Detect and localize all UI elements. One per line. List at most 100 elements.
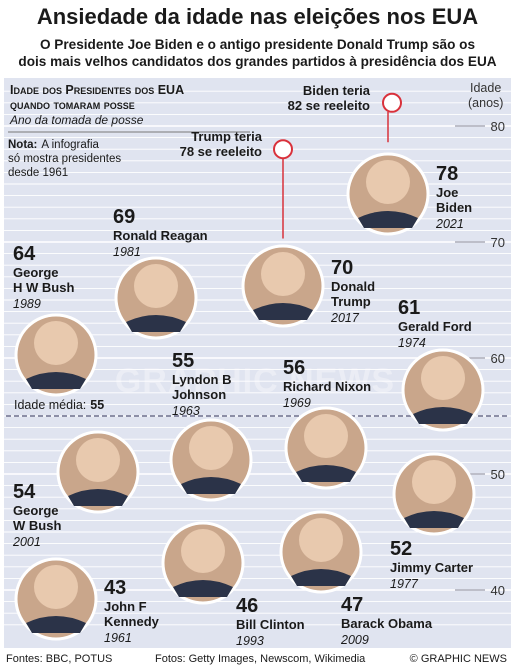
president-year: 1969 — [283, 396, 311, 410]
footer-sources: Fontes: BBC, POTUS — [6, 653, 113, 665]
portrait-face — [181, 529, 225, 573]
portrait-face — [34, 321, 78, 365]
portrait-face — [261, 252, 305, 296]
age-chart: 40 50 60 70 80 GRAPHIC NEWS Idade dos Presid… — [4, 78, 511, 648]
hypothetical-marker — [273, 139, 293, 160]
president-age: 52 — [390, 538, 412, 560]
note-line-1: Nota: A infografia — [8, 139, 100, 151]
president-year: 1993 — [236, 634, 264, 648]
president-year: 2017 — [330, 311, 360, 325]
president-year: 1963 — [172, 404, 200, 418]
president-age: 70 — [331, 257, 353, 279]
portrait-suit — [404, 511, 464, 528]
president-age: 78 — [436, 163, 458, 185]
president-name: Richard Nixon — [283, 379, 371, 394]
portrait-face — [412, 460, 456, 504]
chart-header-line-3: Ano da tomada de posse — [9, 113, 144, 127]
hypothetical-marker — [382, 92, 402, 113]
note-line-3: desde 1961 — [8, 167, 68, 179]
portrait-suit — [291, 569, 351, 586]
president-name: Biden — [436, 200, 472, 215]
president-name: W Bush — [13, 518, 61, 533]
president-name: Ronald Reagan — [113, 228, 208, 243]
president-age: 43 — [104, 577, 126, 599]
watermark: GRAPHIC NEWS — [115, 362, 395, 400]
president-name: Kennedy — [104, 614, 160, 629]
footer-photos: Fotos: Getty Images, Newscom, Wikimedia — [155, 653, 366, 665]
portrait-suit — [126, 315, 186, 332]
president-age: 64 — [13, 243, 36, 265]
tick-label: 70 — [491, 235, 505, 250]
average-label: Idade média: 55 — [14, 398, 104, 412]
portrait-face — [299, 518, 343, 562]
subtitle-line-1: O Presidente Joe Biden e o antigo presid… — [39, 37, 476, 52]
president-age: 56 — [283, 357, 305, 379]
average-label-prefix: Idade média: — [14, 398, 86, 412]
president-age: 61 — [398, 297, 420, 319]
subtitle-line-2: dois mais velhos candidatos dos grandes … — [18, 54, 497, 69]
page-subtitle: O Presidente Joe Biden e o antigo presid… — [0, 36, 515, 70]
president-name: George — [13, 503, 59, 518]
portrait-face — [76, 438, 120, 482]
president-year: 1977 — [390, 577, 419, 591]
y-axis-label-line-1: Idade — [470, 81, 501, 95]
tick-label: 80 — [491, 119, 505, 134]
president-age: 69 — [113, 206, 135, 228]
portrait-face — [304, 414, 348, 458]
note-first-text: A infografia — [41, 139, 99, 151]
hypothetical-label: Biden teria — [303, 83, 371, 98]
president-name: John F — [104, 599, 147, 614]
president-year: 1989 — [13, 297, 41, 311]
president-age: 46 — [236, 595, 258, 617]
president-year: 1974 — [398, 336, 426, 350]
president-name: Johnson — [172, 387, 226, 402]
portrait-suit — [26, 372, 86, 389]
average-label-value: 55 — [90, 398, 104, 412]
y-axis-ticks: 40 50 60 70 80 — [455, 119, 505, 598]
president-name: Bill Clinton — [236, 617, 305, 632]
portrait-face — [189, 426, 233, 470]
president-age: 55 — [172, 350, 194, 372]
tick-label: 60 — [491, 351, 505, 366]
note-label: Nota: — [8, 139, 37, 151]
president-year: 1981 — [113, 245, 141, 259]
president-name: Trump — [331, 294, 371, 309]
page-title: Ansiedade da idade nas eleições nos EUA — [36, 4, 479, 29]
president-name: Jimmy Carter — [390, 560, 473, 575]
president-year: 1961 — [104, 631, 132, 645]
president-name: Gerald Ford — [398, 319, 472, 334]
president-name: George — [13, 265, 59, 280]
hypothetical-label: 78 se reeleito — [180, 144, 262, 159]
portrait-suit — [181, 477, 241, 494]
president-year: 2009 — [340, 633, 369, 647]
president-year: 2001 — [12, 535, 41, 549]
president-year: 2021 — [435, 217, 464, 231]
president-name: Joe — [436, 185, 458, 200]
tick-label: 40 — [491, 583, 505, 598]
tick-label: 50 — [491, 467, 505, 482]
portrait-face — [134, 264, 178, 308]
president-age: 54 — [13, 481, 36, 503]
president-name: Lyndon B — [172, 372, 231, 387]
y-axis-label-line-2: (anos) — [468, 96, 503, 110]
hypothetical-label: 82 se reeleito — [288, 98, 370, 113]
portrait-suit — [253, 303, 313, 320]
portrait-face — [366, 160, 410, 204]
hypothetical-label: Trump teria — [191, 129, 263, 144]
chart-header-line-1: Idade dos Presidentes dos EUA — [10, 83, 184, 97]
portrait-suit — [296, 465, 356, 482]
president-name: Barack Obama — [341, 616, 433, 631]
president-name: Donald — [331, 279, 375, 294]
portrait-suit — [173, 580, 233, 597]
